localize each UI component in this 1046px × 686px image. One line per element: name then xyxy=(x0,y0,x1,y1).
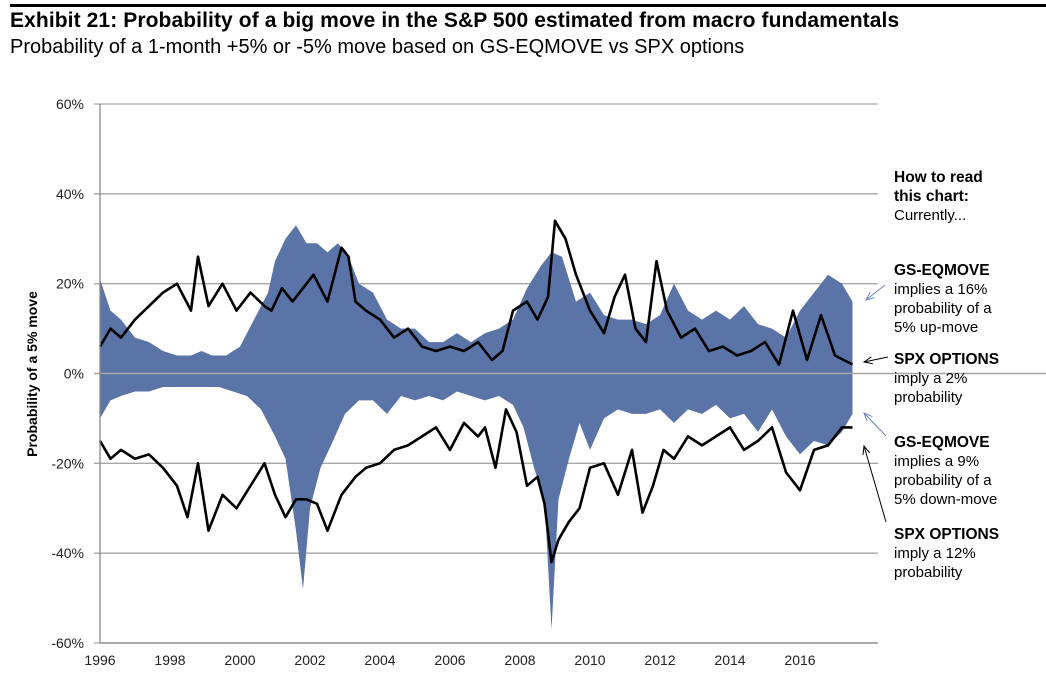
currently-text: Currently... xyxy=(894,207,967,224)
gs-up-line-3: 5% up-move xyxy=(894,319,979,336)
how-to-read-heading-2: this chart: xyxy=(894,188,969,205)
chart-subtitle: Probability of a 1-month +5% or -5% move… xyxy=(10,36,745,58)
gs-up-line-1: implies a 16% xyxy=(894,281,988,298)
chart-title: Exhibit 21: Probability of a big move in… xyxy=(10,9,900,32)
x-tick-label: 2004 xyxy=(364,652,395,668)
y-tick-label: 20% xyxy=(56,276,84,292)
y-tick-label: 40% xyxy=(56,186,84,202)
x-tick-label: 1996 xyxy=(84,652,115,668)
y-tick-labels: 60% 40% 20% 0% -20% -40% -60% xyxy=(51,96,84,651)
y-tick-label: 60% xyxy=(56,96,84,112)
spx-up-line-1: imply a 2% xyxy=(894,370,968,387)
axes xyxy=(99,104,878,644)
spx-options-down-line xyxy=(98,408,853,564)
x-tick-labels: 1996 1998 2000 2002 2004 2006 2008 2010 2012 2014… xyxy=(84,652,815,668)
spx-down-line-2: probability xyxy=(894,564,963,581)
gs-down-note: GS-EQMOVE implies a 9% probability of a … xyxy=(894,433,997,509)
x-tick-label: 2010 xyxy=(574,652,605,668)
spx-down-arrow-head xyxy=(862,444,871,455)
y-tick-label: 0% xyxy=(64,366,84,382)
how-to-read-heading-1: How to read xyxy=(894,169,983,186)
gs-up-arrow xyxy=(865,284,886,301)
gs-up-arrow-head xyxy=(864,291,875,301)
spx-down-title: SPX OPTIONS xyxy=(894,526,1000,543)
x-tick-label: 1998 xyxy=(154,652,185,668)
gs-down-title: GS-EQMOVE xyxy=(894,434,990,451)
gs-up-line-2: probability of a xyxy=(894,300,992,317)
line-series xyxy=(98,219,854,564)
spx-up-line-2: probability xyxy=(894,389,963,406)
x-tick-label: 2002 xyxy=(294,652,325,668)
y-axis-label: Probability of a 5% move xyxy=(24,291,40,457)
x-tick-label: 2016 xyxy=(784,652,815,668)
x-tick-label: 2006 xyxy=(434,652,465,668)
y-tick-label: -20% xyxy=(51,455,84,471)
gs-eqmove-up-area xyxy=(100,225,853,374)
gs-down-line-3: 5% down-move xyxy=(894,491,998,508)
spx-up-arrow xyxy=(863,356,889,363)
spx-up-title: SPX OPTIONS xyxy=(894,351,1000,368)
x-tick-label: 2008 xyxy=(504,652,535,668)
area-series xyxy=(100,225,853,630)
spx-up-note: SPX OPTIONS imply a 2% probability xyxy=(894,350,999,407)
gs-down-line-1: implies a 9% xyxy=(894,453,980,470)
gs-down-arrow xyxy=(863,412,887,437)
y-tick-label: -60% xyxy=(51,635,84,651)
gs-eqmove-down-area xyxy=(100,373,853,630)
spx-down-note: SPX OPTIONS imply a 12% probability xyxy=(894,525,999,582)
spx-options-up-line xyxy=(98,219,854,366)
x-tick-label: 2000 xyxy=(224,652,255,668)
header-rule xyxy=(10,4,1046,7)
gs-down-arrow-head xyxy=(863,412,873,422)
gs-up-note: GS-EQMOVE implies a 16% probability of a… xyxy=(894,261,992,337)
spx-down-arrow xyxy=(863,445,887,523)
gs-down-line-2: probability of a xyxy=(894,472,992,489)
how-to-read-note: How to read this chart: Currently... xyxy=(894,168,983,225)
spx-down-line-1: imply a 12% xyxy=(894,545,976,562)
x-tick-label: 2012 xyxy=(644,652,675,668)
y-tick-label: -40% xyxy=(51,545,84,561)
annotation-arrows xyxy=(862,284,889,523)
gs-up-title: GS-EQMOVE xyxy=(894,262,990,279)
x-tick-label: 2014 xyxy=(714,652,745,668)
spx-up-arrow-head xyxy=(862,356,873,365)
